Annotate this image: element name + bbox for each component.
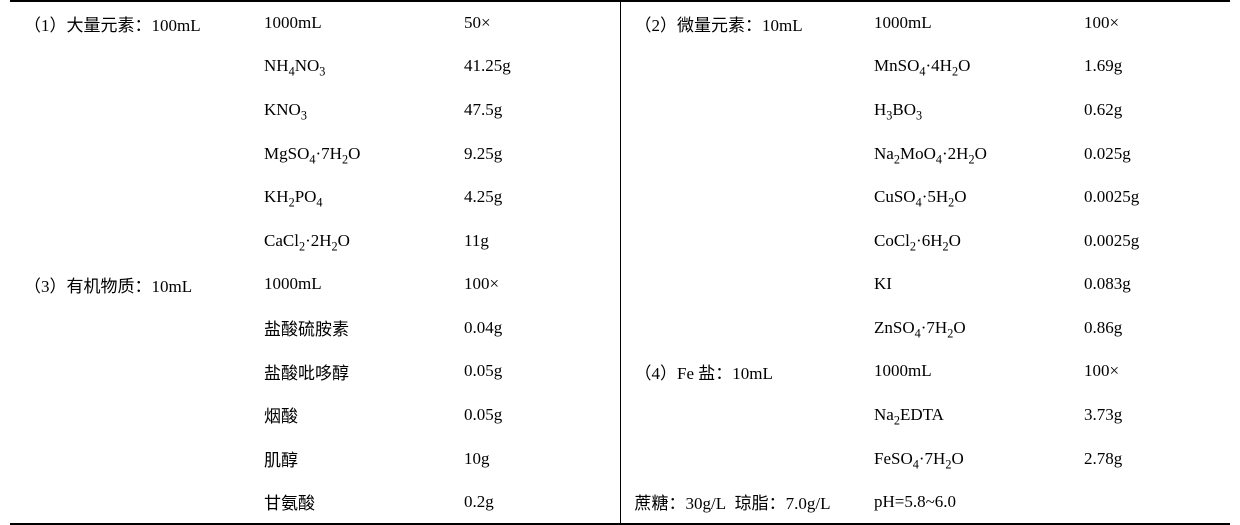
chem-cell: H3BO3	[870, 88, 1080, 132]
section-4-volume: 1000mL	[870, 350, 1080, 394]
chem-cell: 盐酸硫胺素	[260, 306, 460, 350]
table-row: CaCl2·2H2O 11g CoCl2·6H2O 0.0025g	[10, 219, 1230, 263]
chem-cell: 烟酸	[260, 393, 460, 437]
amount-cell: 10g	[460, 437, 620, 481]
table-row: 肌醇 10g FeSO4·7H2O 2.78g	[10, 437, 1230, 481]
agar-value: 7.0g/L	[786, 494, 831, 513]
chem-cell: FeSO4·7H2O	[870, 437, 1080, 481]
amount-cell: 0.05g	[460, 393, 620, 437]
chem-cell: MnSO4·4H2O	[870, 45, 1080, 89]
table-row: 甘氨酸 0.2g 蔗糖：30g/L 琼脂：7.0g/L pH=5.8~6.0	[10, 480, 1230, 524]
chem-cell: CaCl2·2H2O	[260, 219, 460, 263]
amount-cell: 0.083g	[1080, 262, 1230, 306]
table-row: NH4NO3 41.25g MnSO4·4H2O 1.69g	[10, 45, 1230, 89]
chem-cell: NH4NO3	[260, 45, 460, 89]
section-1-title: （1）大量元素：100mL	[10, 1, 260, 45]
table-row: KH2PO4 4.25g CuSO4·5H2O 0.0025g	[10, 175, 1230, 219]
amount-cell: 0.025g	[1080, 132, 1230, 176]
amount-cell: 11g	[460, 219, 620, 263]
recipe-table: （1）大量元素：100mL 1000mL 50× （2）微量元素：10mL 10…	[10, 0, 1230, 525]
table-row: KNO3 47.5g H3BO3 0.62g	[10, 88, 1230, 132]
chem-cell: CoCl2·6H2O	[870, 219, 1080, 263]
chem-cell: MgSO4·7H2O	[260, 132, 460, 176]
table-row: （1）大量元素：100mL 1000mL 50× （2）微量元素：10mL 10…	[10, 1, 1230, 45]
table-row: 烟酸 0.05g Na2EDTA 3.73g	[10, 393, 1230, 437]
amount-cell: 0.05g	[460, 350, 620, 394]
amount-cell: 1.69g	[1080, 45, 1230, 89]
amount-cell: 41.25g	[460, 45, 620, 89]
table-row: （3）有机物质：10mL 1000mL 100× KI 0.083g	[10, 262, 1230, 306]
amount-cell: 0.62g	[1080, 88, 1230, 132]
footer-ph: pH=5.8~6.0	[870, 480, 1080, 524]
amount-cell: 47.5g	[460, 88, 620, 132]
recipe-table-container: （1）大量元素：100mL 1000mL 50× （2）微量元素：10mL 10…	[0, 0, 1240, 525]
section-1-factor: 50×	[460, 1, 620, 45]
section-2-title: （2）微量元素：10mL	[620, 1, 870, 45]
table-row: 盐酸硫胺素 0.04g ZnSO4·7H2O 0.86g	[10, 306, 1230, 350]
agar-label: 琼脂：	[735, 494, 786, 513]
chem-cell: ZnSO4·7H2O	[870, 306, 1080, 350]
section-2-volume: 1000mL	[870, 1, 1080, 45]
chem-cell: 甘氨酸	[260, 480, 460, 524]
section-2-factor: 100×	[1080, 1, 1230, 45]
amount-cell: 0.0025g	[1080, 219, 1230, 263]
amount-cell: 4.25g	[460, 175, 620, 219]
chem-cell: 肌醇	[260, 437, 460, 481]
sucrose-value: 30g/L	[686, 494, 727, 513]
chem-cell: CuSO4·5H2O	[870, 175, 1080, 219]
chem-cell: Na2MoO4·2H2O	[870, 132, 1080, 176]
section-4-factor: 100×	[1080, 350, 1230, 394]
amount-cell: 9.25g	[460, 132, 620, 176]
chem-cell: Na2EDTA	[870, 393, 1080, 437]
amount-cell: 0.86g	[1080, 306, 1230, 350]
chem-cell: KNO3	[260, 88, 460, 132]
amount-cell: 3.73g	[1080, 393, 1230, 437]
table-row: MgSO4·7H2O 9.25g Na2MoO4·2H2O 0.025g	[10, 132, 1230, 176]
sucrose-label: 蔗糖：	[635, 494, 686, 513]
section-4-title: （4）Fe 盐：10mL	[620, 350, 870, 394]
section-3-volume: 1000mL	[260, 262, 460, 306]
section-3-title: （3）有机物质：10mL	[10, 262, 260, 306]
amount-cell: 0.2g	[460, 480, 620, 524]
chem-cell: KH2PO4	[260, 175, 460, 219]
amount-cell: 2.78g	[1080, 437, 1230, 481]
table-row: 盐酸吡哆醇 0.05g （4）Fe 盐：10mL 1000mL 100×	[10, 350, 1230, 394]
amount-cell: 0.04g	[460, 306, 620, 350]
amount-cell: 0.0025g	[1080, 175, 1230, 219]
section-3-factor: 100×	[460, 262, 620, 306]
chem-cell: KI	[870, 262, 1080, 306]
chem-cell: 盐酸吡哆醇	[260, 350, 460, 394]
section-1-volume: 1000mL	[260, 1, 460, 45]
footer-sucrose: 蔗糖：30g/L 琼脂：7.0g/L	[620, 480, 870, 524]
